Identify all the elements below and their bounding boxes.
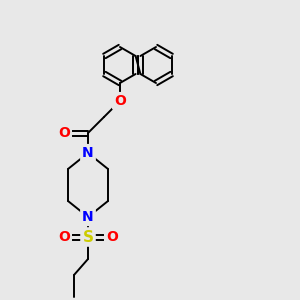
Text: O: O <box>58 126 70 140</box>
Text: O: O <box>58 230 70 244</box>
Text: O: O <box>106 230 118 244</box>
Text: N: N <box>82 146 94 160</box>
Text: S: S <box>82 230 94 244</box>
Text: N: N <box>82 210 94 224</box>
Text: O: O <box>114 94 126 108</box>
